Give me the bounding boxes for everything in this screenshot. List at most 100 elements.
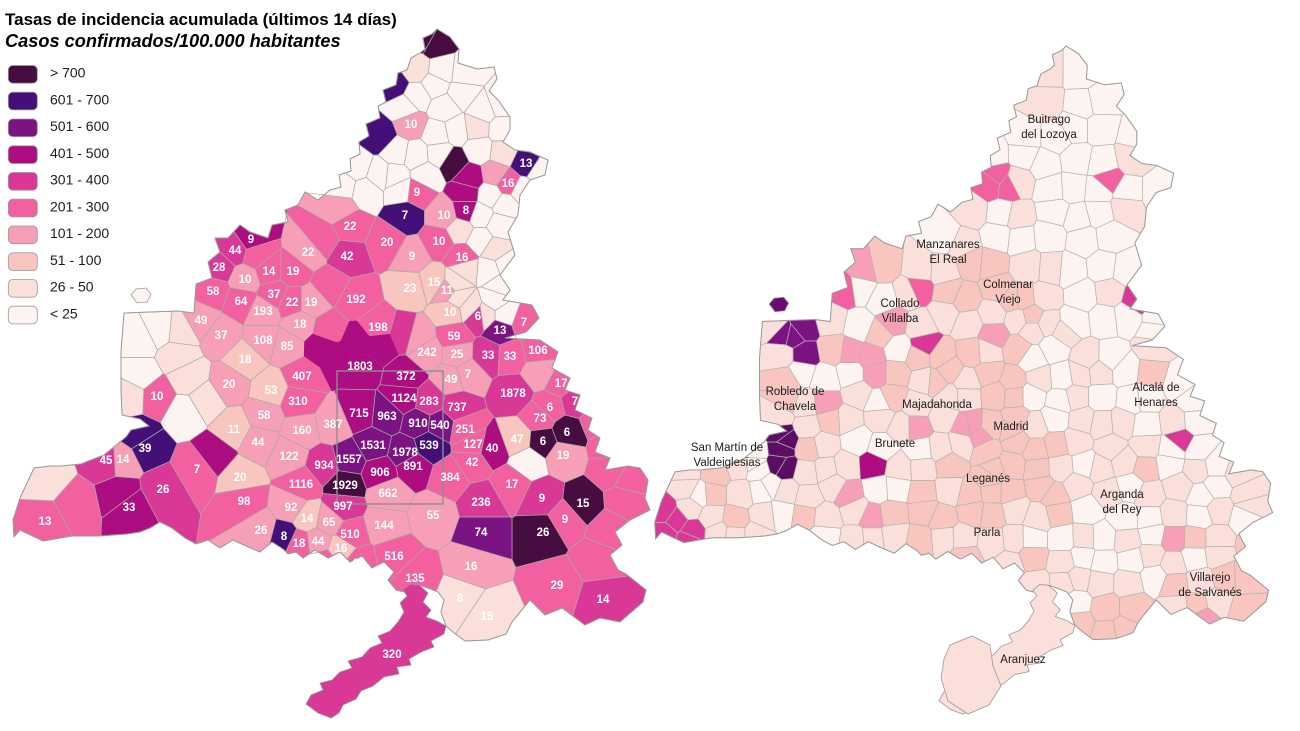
- svg-text:144: 144: [374, 520, 394, 532]
- svg-text:Villarejo: Villarejo: [1190, 572, 1231, 584]
- svg-text:601 - 700: 601 - 700: [50, 92, 109, 108]
- svg-text:14: 14: [597, 594, 610, 606]
- svg-text:Casos confirmados/100.000 habi: Casos confirmados/100.000 habitantes: [5, 31, 341, 51]
- svg-text:44: 44: [252, 437, 265, 449]
- svg-text:106: 106: [528, 345, 547, 357]
- svg-text:10: 10: [444, 307, 457, 319]
- svg-text:28: 28: [213, 262, 226, 274]
- svg-text:Valdeiglesias: Valdeiglesias: [694, 457, 761, 469]
- svg-text:6: 6: [564, 427, 570, 439]
- svg-text:9: 9: [562, 514, 568, 526]
- svg-text:33: 33: [123, 502, 136, 514]
- svg-text:Brunete: Brunete: [875, 438, 915, 450]
- svg-text:15: 15: [428, 277, 441, 289]
- svg-text:14: 14: [301, 513, 314, 525]
- svg-text:Colmenar: Colmenar: [983, 279, 1033, 291]
- svg-text:20: 20: [223, 379, 236, 391]
- svg-text:Manzanares: Manzanares: [916, 239, 980, 251]
- svg-text:372: 372: [396, 371, 415, 383]
- svg-text:662: 662: [378, 488, 397, 500]
- svg-text:1116: 1116: [289, 479, 313, 491]
- svg-text:42: 42: [466, 457, 479, 469]
- svg-text:Leganés: Leganés: [966, 473, 1010, 485]
- svg-text:122: 122: [279, 451, 298, 463]
- svg-text:26 - 50: 26 - 50: [50, 279, 94, 295]
- svg-text:7: 7: [572, 396, 578, 408]
- svg-text:45: 45: [100, 455, 113, 467]
- svg-text:1978: 1978: [392, 447, 418, 459]
- svg-text:10: 10: [239, 274, 252, 286]
- svg-text:7: 7: [402, 210, 408, 222]
- svg-text:16: 16: [465, 561, 478, 573]
- svg-text:13: 13: [520, 158, 533, 170]
- svg-text:198: 198: [368, 322, 388, 334]
- svg-text:193: 193: [253, 306, 272, 318]
- svg-text:242: 242: [417, 347, 436, 359]
- svg-text:715: 715: [349, 408, 369, 420]
- svg-text:92: 92: [285, 502, 298, 514]
- svg-text:16: 16: [335, 543, 348, 555]
- svg-text:9: 9: [539, 493, 545, 505]
- svg-text:1557: 1557: [336, 454, 362, 466]
- svg-text:< 25: < 25: [50, 305, 78, 321]
- svg-text:Tasas de incidencia acumulada: Tasas de incidencia acumulada (últimos 1…: [5, 10, 397, 29]
- svg-text:Parla: Parla: [974, 527, 1001, 539]
- svg-text:Alcalá de: Alcalá de: [1132, 382, 1179, 394]
- svg-text:13: 13: [39, 516, 52, 528]
- svg-text:17: 17: [555, 378, 568, 390]
- svg-text:14: 14: [353, 558, 366, 570]
- svg-text:47: 47: [511, 434, 524, 446]
- svg-text:Robledo de: Robledo de: [766, 386, 825, 398]
- svg-text:del Rey: del Rey: [1103, 504, 1142, 516]
- svg-text:963: 963: [377, 411, 396, 423]
- svg-text:8: 8: [457, 593, 464, 605]
- svg-text:44: 44: [312, 536, 325, 548]
- svg-text:Buitrago: Buitrago: [1028, 114, 1071, 126]
- svg-text:1929: 1929: [332, 480, 358, 492]
- svg-text:22: 22: [302, 247, 315, 259]
- svg-text:44: 44: [229, 245, 242, 257]
- svg-text:9: 9: [248, 234, 254, 246]
- svg-text:74: 74: [475, 527, 488, 539]
- svg-text:25: 25: [451, 349, 464, 361]
- svg-text:1124: 1124: [392, 393, 418, 405]
- svg-text:7: 7: [465, 369, 471, 381]
- svg-text:39: 39: [139, 443, 152, 455]
- svg-text:407: 407: [292, 371, 311, 383]
- svg-text:101 - 200: 101 - 200: [50, 225, 109, 241]
- svg-text:Arganda: Arganda: [1100, 489, 1144, 501]
- svg-text:891: 891: [403, 461, 423, 473]
- svg-text:283: 283: [419, 396, 438, 408]
- svg-text:15: 15: [577, 498, 590, 510]
- svg-text:11: 11: [228, 424, 241, 436]
- svg-text:10: 10: [151, 391, 164, 403]
- svg-text:540: 540: [430, 420, 449, 432]
- svg-text:1878: 1878: [500, 388, 526, 400]
- svg-text:26: 26: [537, 527, 550, 539]
- svg-text:53: 53: [265, 385, 278, 397]
- svg-text:59: 59: [448, 331, 461, 343]
- svg-text:7: 7: [194, 464, 200, 476]
- svg-text:> 700: > 700: [50, 65, 86, 81]
- svg-text:20: 20: [381, 237, 394, 249]
- svg-text:58: 58: [207, 286, 220, 298]
- svg-text:910: 910: [408, 418, 427, 430]
- svg-text:127: 127: [463, 439, 482, 451]
- svg-text:1531: 1531: [360, 440, 386, 452]
- svg-text:73: 73: [534, 413, 547, 425]
- svg-text:387: 387: [323, 419, 342, 431]
- svg-text:20: 20: [234, 472, 247, 484]
- svg-text:Villalba: Villalba: [882, 313, 919, 325]
- svg-text:22: 22: [344, 221, 357, 233]
- svg-text:108: 108: [253, 335, 273, 347]
- svg-text:Aranjuez: Aranjuez: [1000, 654, 1046, 666]
- svg-text:40: 40: [486, 443, 499, 455]
- svg-text:10: 10: [433, 236, 446, 248]
- svg-text:49: 49: [195, 315, 208, 327]
- svg-text:10: 10: [405, 119, 418, 131]
- svg-text:Viejo: Viejo: [995, 294, 1020, 306]
- svg-text:San Martín de: San Martín de: [691, 442, 763, 454]
- svg-text:El Real: El Real: [929, 254, 966, 266]
- svg-text:17: 17: [506, 479, 519, 491]
- svg-text:65: 65: [323, 517, 336, 529]
